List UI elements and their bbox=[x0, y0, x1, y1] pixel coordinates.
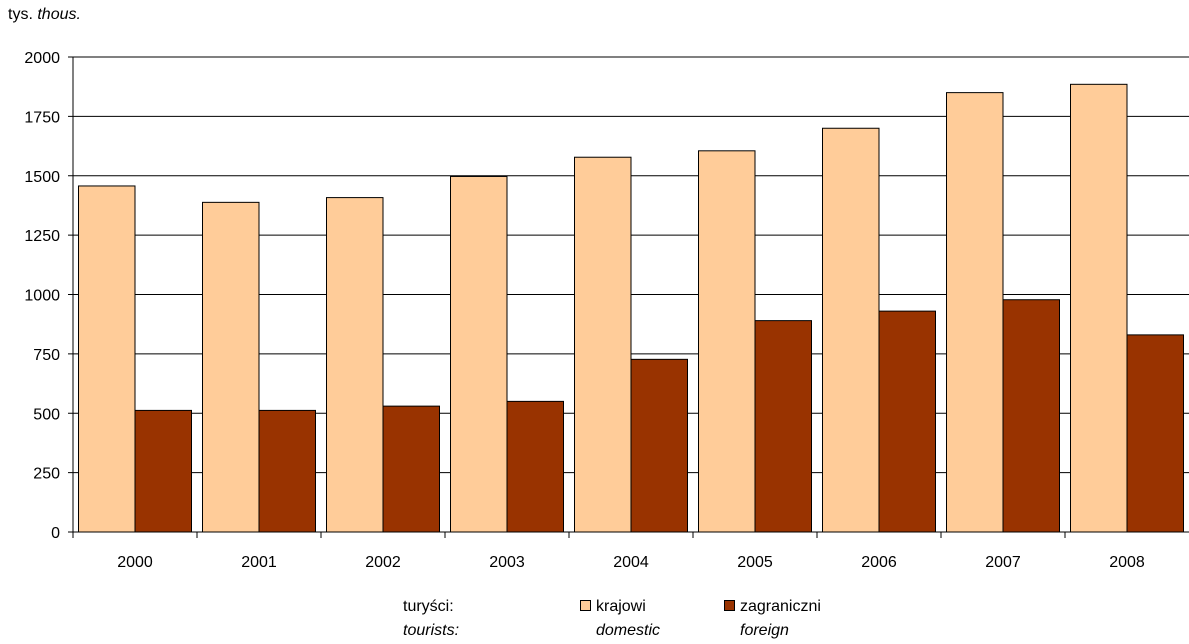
y-tick-label: 1250 bbox=[24, 228, 60, 245]
y-tick-label: 750 bbox=[33, 347, 60, 364]
legend-label-foreign-en: foreign bbox=[740, 622, 789, 639]
bar-foreign-2000 bbox=[134, 409, 192, 533]
y-tick-label: 1750 bbox=[24, 109, 60, 126]
bar-domestic-2001 bbox=[202, 201, 260, 533]
bar-domestic-2005 bbox=[698, 150, 756, 533]
bar-foreign-2003 bbox=[506, 400, 564, 533]
x-tick-label: 2000 bbox=[117, 554, 153, 571]
x-tick-label: 2001 bbox=[241, 554, 277, 571]
bar-domestic-2000 bbox=[78, 185, 136, 533]
bar-foreign-2008 bbox=[1126, 334, 1184, 533]
bar-domestic-2002 bbox=[326, 197, 384, 533]
bar-foreign-2001 bbox=[258, 409, 316, 533]
legend-label-domestic-en: domestic bbox=[596, 622, 661, 639]
y-tick-label: 500 bbox=[33, 406, 60, 423]
y-tick-label: 0 bbox=[51, 525, 60, 542]
bar-domestic-2007 bbox=[946, 92, 1004, 533]
x-tick-label: 2002 bbox=[365, 554, 401, 571]
x-tick-label: 2004 bbox=[613, 554, 649, 571]
legend-swatch-domestic bbox=[580, 600, 591, 611]
bar-foreign-2007 bbox=[1002, 299, 1060, 533]
legend-label-foreign: zagraniczni bbox=[740, 598, 821, 615]
bar-domestic-2006 bbox=[822, 127, 880, 533]
y-tick-label: 1000 bbox=[24, 288, 60, 305]
x-tick-label: 2003 bbox=[489, 554, 525, 571]
y-tick-label: 1500 bbox=[24, 169, 60, 186]
x-tick-label: 2005 bbox=[737, 554, 773, 571]
bar-domestic-2004 bbox=[574, 156, 632, 533]
legend-swatch-foreign bbox=[724, 600, 735, 611]
bar-domestic-2003 bbox=[450, 175, 508, 533]
y-tick-label: 250 bbox=[33, 466, 60, 483]
legend-label-domestic: krajowi bbox=[596, 598, 646, 615]
legend-prefix: turyści: tourists: bbox=[403, 598, 460, 639]
x-tick-label: 2007 bbox=[985, 554, 1021, 571]
bar-foreign-2005 bbox=[754, 320, 812, 533]
x-tick-label: 2008 bbox=[1109, 554, 1145, 571]
bar-chart: 0 250 500 750 1000 1250 1500 1750 2000 2000 2001 20… bbox=[24, 50, 1189, 571]
y-unit-label: tys. thous. bbox=[8, 6, 81, 23]
bar-foreign-2006 bbox=[878, 310, 936, 533]
x-tick-label: 2006 bbox=[861, 554, 897, 571]
bar-foreign-2002 bbox=[382, 405, 440, 533]
y-tick-label: 2000 bbox=[24, 50, 60, 67]
bar-domestic-2008 bbox=[1070, 83, 1128, 533]
bar-foreign-2004 bbox=[630, 358, 688, 533]
